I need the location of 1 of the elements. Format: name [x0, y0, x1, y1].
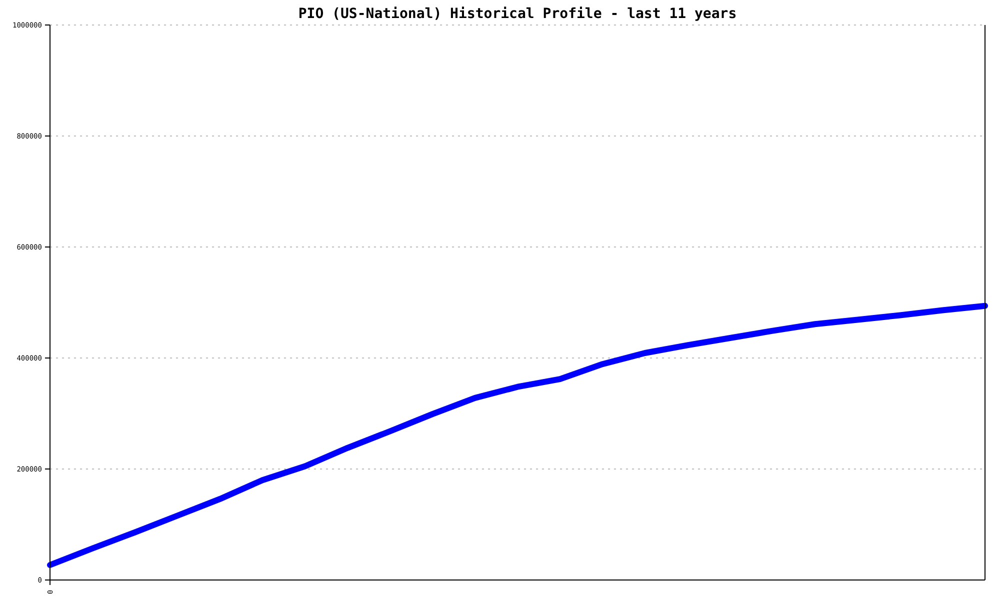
- chart-title: PIO (US-National) Historical Profile - last 11 years: [298, 6, 737, 22]
